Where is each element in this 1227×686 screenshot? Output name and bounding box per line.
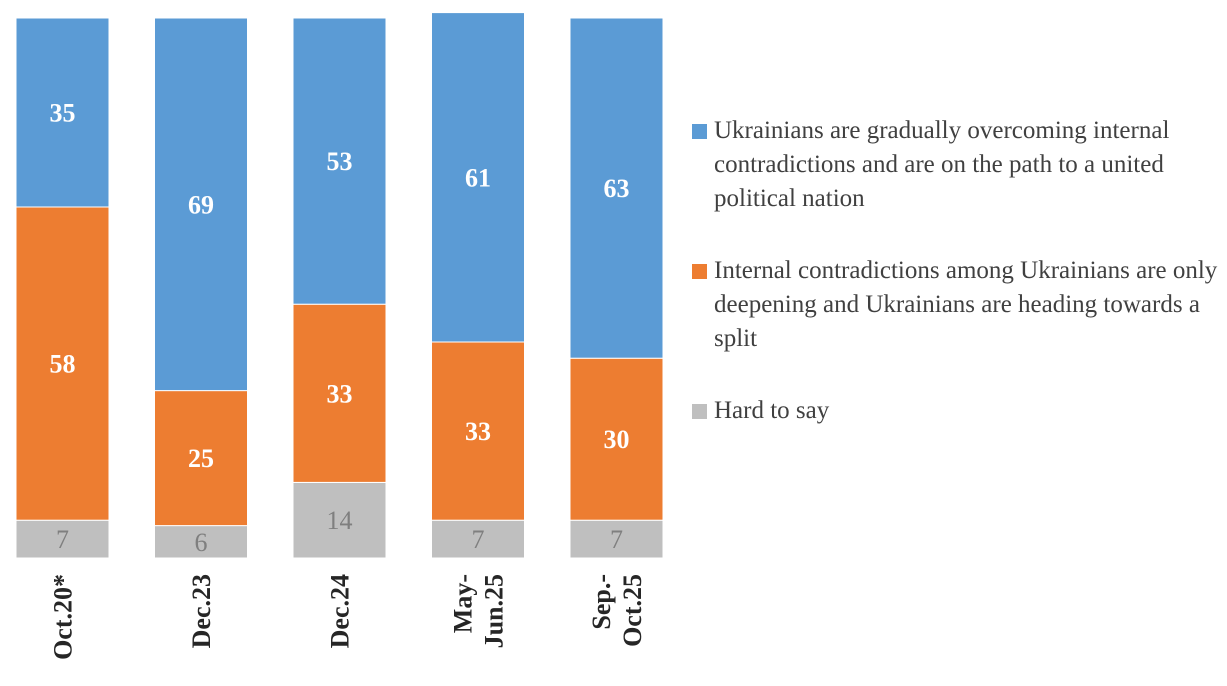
bar-segment-oct-20-s2 (15, 17, 110, 208)
svg-text:Sep.-Oct.25: Sep.-Oct.25 (587, 574, 647, 647)
legend-label-united-nation: Ukrainians are gradually overcoming inte… (714, 117, 1170, 212)
data-label-dec-23-s1: 25 (188, 444, 214, 473)
data-label-dec-24-s2: 53 (327, 147, 353, 176)
svg-text:Dec.23: Dec.23 (187, 574, 216, 648)
x-tick-label-oct-20: Oct.20* (49, 574, 78, 660)
legend-swatch-blue (692, 124, 707, 139)
chart-legend: Ukrainians are gradually overcoming inte… (692, 114, 1220, 466)
bar-segment-may-jun-25-s1 (431, 341, 525, 521)
legend-item-united-nation: Ukrainians are gradually overcoming inte… (692, 114, 1220, 216)
bar-segment-oct-20-s0 (15, 519, 110, 559)
x-tick-label-may-jun-25: May-Jun.25 (449, 574, 509, 648)
svg-text:May-Jun.25: May-Jun.25 (449, 574, 509, 648)
data-label-oct-20-s0: 7 (56, 525, 69, 554)
data-label-dec-23-s0: 6 (195, 528, 208, 557)
legend-label-split: Internal contradictions among Ukrainians… (714, 257, 1218, 352)
x-tick-label-sep-oct-25: Sep.-Oct.25 (587, 574, 647, 647)
svg-text:Oct.20*: Oct.20* (49, 574, 78, 660)
data-label-may-jun-25-s2: 61 (465, 163, 491, 192)
legend-swatch-gray (692, 404, 707, 419)
bar-segment-sep-oct-25-s2 (569, 17, 664, 359)
data-label-sep-oct-25-s2: 63 (604, 174, 630, 203)
x-tick-label-dec-24: Dec.24 (326, 574, 355, 648)
data-label-may-jun-25-s1: 33 (465, 417, 491, 446)
bar-segment-dec-24-s0 (292, 481, 387, 559)
data-label-oct-20-s1: 58 (50, 350, 76, 379)
bar-segment-dec-23-s2 (154, 17, 248, 392)
data-label-oct-20-s2: 35 (50, 99, 76, 128)
data-label-dec-24-s0: 14 (327, 506, 353, 535)
legend-label-hard-to-say: Hard to say (714, 397, 830, 424)
bar-segment-dec-23-s0 (154, 525, 248, 559)
bar-segment-dec-24-s1 (292, 303, 387, 483)
bar-segment-oct-20-s1 (15, 206, 110, 521)
x-tick-label-dec-23: Dec.23 (187, 574, 216, 648)
bar-segment-may-jun-25-s2 (431, 12, 525, 343)
legend-swatch-orange (692, 264, 707, 279)
data-label-sep-oct-25-s0: 7 (610, 525, 623, 554)
data-label-sep-oct-25-s1: 30 (604, 425, 630, 454)
svg-text:Dec.24: Dec.24 (326, 574, 355, 648)
data-label-dec-23-s2: 69 (188, 190, 214, 219)
legend-item-hard-to-say: Hard to say (692, 394, 1220, 428)
legend-item-split: Internal contradictions among Ukrainians… (692, 254, 1220, 356)
stacked-bar-chart: 7 58 35 Oct.20* 6 25 69 Dec.23 14 33 53 Dec.24 7 33 61… (15, 12, 664, 660)
bar-segment-dec-23-s1 (154, 390, 248, 527)
bar-segment-sep-oct-25-s0 (569, 519, 664, 559)
data-label-dec-24-s1: 33 (327, 379, 353, 408)
bar-segment-dec-24-s2 (292, 17, 387, 305)
data-label-may-jun-25-s0: 7 (472, 525, 485, 554)
bar-segment-may-jun-25-s0 (431, 519, 525, 559)
